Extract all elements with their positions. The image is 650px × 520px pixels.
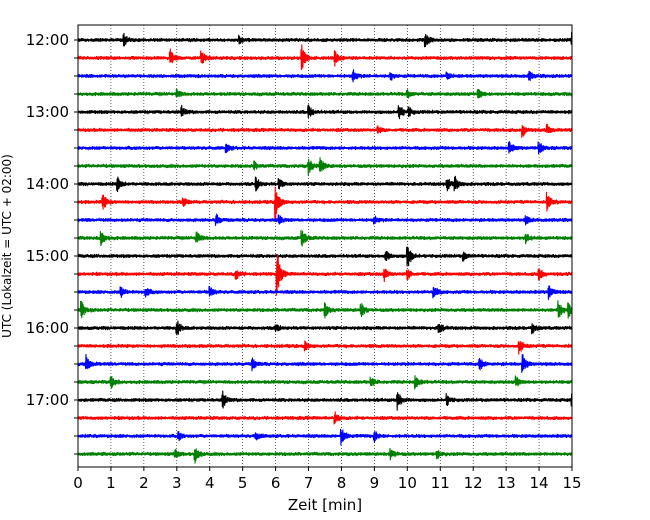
seismic-trace xyxy=(77,428,573,446)
seismic-trace xyxy=(77,246,573,267)
seismic-trace xyxy=(77,44,573,70)
x-tick-label: 5 xyxy=(238,474,248,492)
x-tick-label: 3 xyxy=(172,474,182,492)
seismic-trace xyxy=(77,123,573,138)
x-tick-label: 11 xyxy=(431,474,450,492)
seismic-trace xyxy=(77,88,573,99)
x-tick-label: 10 xyxy=(398,474,417,492)
seismic-trace xyxy=(77,186,573,220)
seismic-trace xyxy=(77,354,573,373)
x-tick-label: 15 xyxy=(562,474,581,492)
seismic-trace xyxy=(77,69,573,83)
y-tick-label: 13:00 xyxy=(26,103,69,121)
x-axis-title: Zeit [min] xyxy=(288,496,362,514)
x-tick-label: 4 xyxy=(205,474,215,492)
seismic-trace xyxy=(77,340,573,355)
seismic-trace xyxy=(77,285,573,300)
seismic-trace xyxy=(77,213,573,226)
seismic-trace xyxy=(77,375,573,390)
seismic-trace xyxy=(77,175,573,192)
seismic-trace xyxy=(77,31,573,48)
x-tick-label: 0 xyxy=(73,474,83,492)
y-tick-label: 15:00 xyxy=(26,247,69,265)
seismic-trace xyxy=(77,390,573,411)
x-tick-label: 8 xyxy=(337,474,347,492)
x-tick-label: 14 xyxy=(530,474,549,492)
y-axis-ticks: 12:00 13:00 14:00 15:00 16:00 17:00 xyxy=(26,31,78,455)
x-tick-label: 6 xyxy=(271,474,281,492)
seismic-trace xyxy=(77,141,573,155)
seismic-traces xyxy=(77,31,573,464)
seismic-trace xyxy=(77,448,573,464)
y-tick-label: 12:00 xyxy=(26,31,69,49)
seismic-trace xyxy=(77,229,573,247)
y-axis-title: UTC (Lokalzeit = UTC + 02:00) xyxy=(0,154,14,338)
seismic-trace xyxy=(77,300,573,319)
x-tick-label: 7 xyxy=(304,474,314,492)
y-tick-label: 17:00 xyxy=(26,391,69,409)
y-tick-label: 16:00 xyxy=(26,319,69,337)
x-tick-label: 2 xyxy=(139,474,149,492)
x-tick-label: 12 xyxy=(464,474,483,492)
seismic-trace xyxy=(77,411,573,425)
seismic-trace xyxy=(77,320,573,336)
plot-frame xyxy=(77,24,573,468)
seismic-trace xyxy=(77,104,573,120)
x-axis-ticks: 0 1 2 3 4 5 6 7 8 9 10 11 12 13 14 15 xyxy=(73,467,582,492)
seismic-trace xyxy=(77,157,573,176)
x-tick-label: 9 xyxy=(370,474,380,492)
seismic-trace xyxy=(77,255,573,296)
x-tick-label: 1 xyxy=(106,474,116,492)
x-tick-label: 13 xyxy=(497,474,516,492)
y-tick-label: 14:00 xyxy=(26,175,69,193)
